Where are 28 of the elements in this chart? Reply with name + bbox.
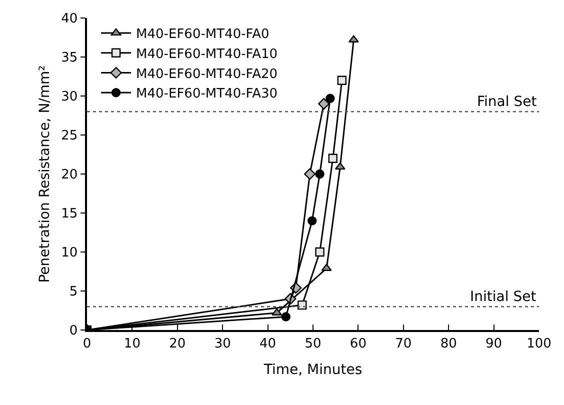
ref-line-label: Final Set — [477, 94, 538, 110]
y-tick-label: 20 — [61, 168, 78, 183]
x-tick-label: 40 — [260, 336, 276, 352]
x-tick-label: 80 — [440, 336, 457, 352]
y-tick-label: 5 — [69, 284, 78, 300]
x-tick-label: 100 — [526, 336, 552, 352]
legend-label: M40-EF60-MT40-FA0 — [136, 27, 270, 42]
x-tick-label: 50 — [304, 336, 322, 352]
x-axis-title: Time, Minutes — [262, 362, 362, 378]
y-tick-label: 25 — [61, 128, 78, 144]
y-tick-label: 40 — [61, 12, 78, 27]
y-tick-label: 10 — [61, 246, 78, 261]
x-tick-label: 60 — [350, 336, 366, 352]
legend-label: M40-EF60-MT40-FA30 — [136, 86, 278, 102]
x-tick-label: 20 — [169, 336, 186, 352]
x-tick-label: 10 — [124, 336, 140, 352]
ref-line-label: Initial Set — [470, 289, 537, 305]
x-tick-label: 30 — [214, 336, 231, 352]
y-axis-title: Penetration Resistance, N/mm² — [37, 65, 54, 283]
legend-label: M40-EF60-MT40-FA20 — [136, 66, 278, 82]
legend-label: M40-EF60-MT40-FA10 — [136, 46, 278, 62]
x-tick-label: 90 — [486, 336, 502, 352]
y-tick-label: 35 — [61, 50, 78, 66]
x-tick-label: 0 — [82, 336, 92, 352]
y-tick-label: 30 — [61, 90, 78, 105]
y-tick-label: 15 — [61, 206, 78, 222]
y-tick-label: 0 — [69, 324, 78, 339]
x-tick-label: 70 — [395, 336, 412, 352]
